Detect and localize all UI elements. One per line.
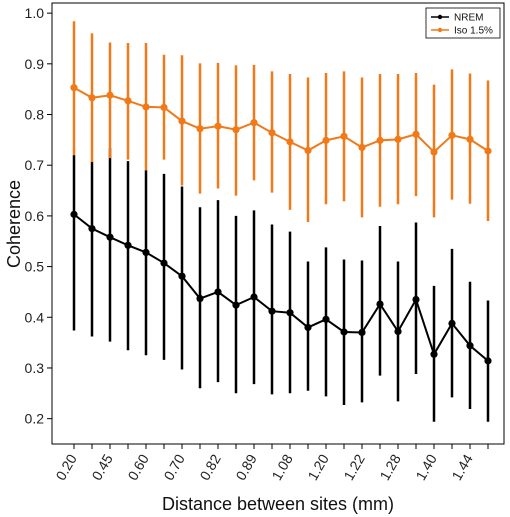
data-point [250,293,258,301]
data-point [484,147,492,155]
data-point [466,342,474,350]
x-tick-label: 1.28 [376,451,404,483]
y-axis-title: Coherence [4,180,24,268]
y-tick-label: 0.3 [25,360,45,376]
data-point [160,259,168,267]
data-point [412,295,420,304]
data-point [232,126,240,134]
data-point [70,210,78,218]
data-point [88,224,96,233]
data-point [214,288,222,296]
x-tick-labels: 0.20 0.45 0.60 0.70 0.82 0.89 1.08 1.20 1.22 1.28… [52,451,476,483]
y-tick-label: 0.6 [25,208,45,224]
legend-swatch-point [437,27,443,33]
data-point [448,319,456,327]
data-point [340,132,348,140]
data-point [484,357,492,365]
data-point [142,248,150,256]
y-tick-label: 0.2 [25,411,45,427]
data-point [196,294,204,303]
data-point [70,84,78,92]
legend-swatch-point [437,14,443,20]
data-point [430,350,438,358]
data-point [376,136,384,144]
y-tick-label: 0.7 [25,157,45,173]
data-point [286,138,294,146]
data-point [466,135,474,143]
data-point [88,94,96,102]
tick-marks [47,12,489,449]
data-point [232,301,240,309]
data-point [304,323,312,332]
x-tick-label: 1.44 [448,451,476,483]
data-point [160,103,168,112]
data-point [394,135,402,143]
y-tick-label: 0.5 [25,259,45,275]
data-point [196,125,204,133]
data-point [340,328,348,336]
x-axis-title: Distance between sites (mm) [162,494,394,514]
x-tick-label: 1.20 [304,451,332,483]
data-point [412,130,420,138]
series-line [73,86,489,154]
data-point [376,300,384,308]
data-point [214,122,222,130]
data-point [268,129,276,137]
series-layer [70,21,492,422]
y-tick-label: 0.9 [25,56,45,72]
data-point [286,309,294,317]
data-point [358,328,366,337]
x-tick-label: 0.45 [88,451,116,483]
x-tick-label: 1.40 [412,451,440,483]
data-point [358,143,366,152]
x-tick-label: 0.89 [232,451,260,483]
y-tick-label: 0.8 [25,107,45,123]
x-tick-label: 1.22 [340,451,368,483]
data-point [268,307,276,315]
data-point [106,233,114,241]
data-point [178,117,186,125]
data-point [124,241,132,249]
x-tick-label: 0.82 [196,451,224,483]
data-point [304,146,312,155]
legend-label: NREM [454,13,483,24]
plot-frame [51,2,505,445]
data-point [178,272,186,280]
y-tick-label: 1.0 [25,5,45,21]
data-point [124,97,132,105]
series-1 [70,21,492,222]
data-point [430,148,438,156]
y-tick-labels: 0.2 0.3 0.4 0.5 0.6 0.7 0.8 0.9 1.0 [25,5,45,427]
legend-label: Iso 1.5% [454,26,493,37]
x-tick-label: 0.20 [52,451,80,483]
x-tick-label: 0.70 [160,451,188,483]
data-point [142,103,150,111]
series-line [73,213,489,362]
x-tick-label: 1.08 [268,451,296,483]
y-tick-label: 0.4 [25,309,45,325]
data-point [448,131,456,139]
data-point [322,315,330,323]
x-tick-label: 0.60 [124,451,152,483]
data-point [394,327,402,336]
legend-box [425,7,501,39]
series-0 [70,147,492,422]
data-point [250,119,258,127]
legend: NREM Iso 1.5% [425,7,501,39]
data-point [322,136,330,144]
data-point [106,91,114,99]
